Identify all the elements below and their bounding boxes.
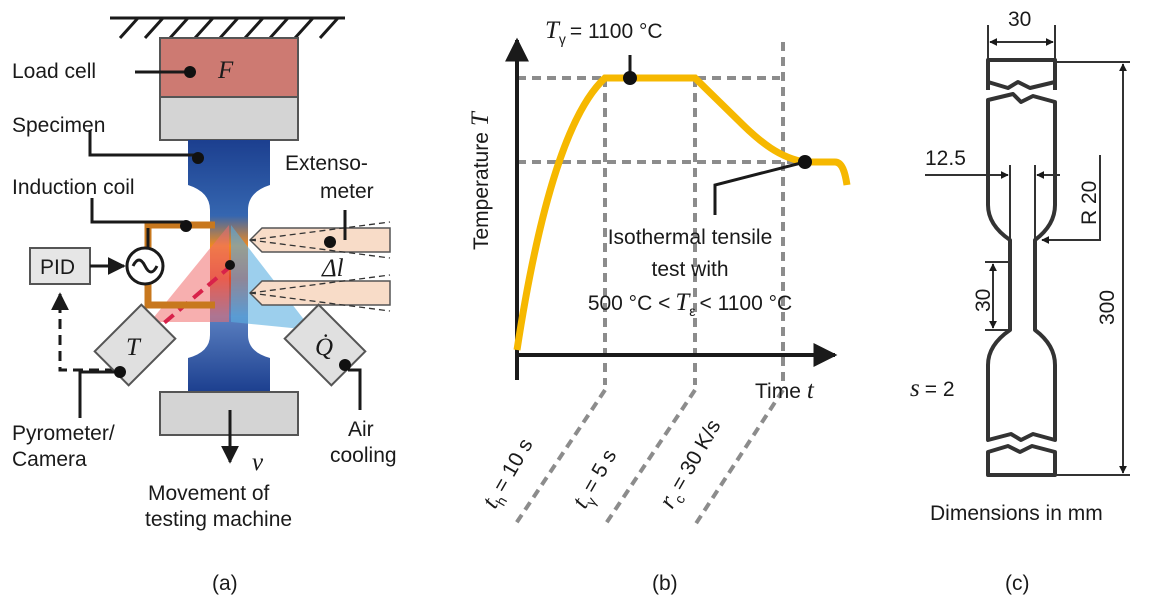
dot (180, 220, 192, 232)
label: Specimen (12, 114, 105, 137)
label: cooling (330, 444, 397, 467)
caption: (a) (212, 572, 238, 595)
text-part: = 10 s (489, 435, 538, 497)
text-part: T (467, 110, 494, 126)
caption: (b) (652, 572, 678, 595)
panel-c: 30 12.5 R 20 30 300 s= 2 Dimensions in m… (910, 8, 1130, 595)
panel-a: Load cell F Specimen Induction coil Exte… (12, 18, 397, 595)
label: Pyrometer/ (12, 422, 115, 445)
label: Extenso- (285, 152, 368, 175)
dimension: 30 (972, 289, 995, 312)
dot (339, 359, 351, 371)
text-part: = 30 K/s (667, 416, 726, 495)
text-part: ε (689, 303, 695, 319)
dot (225, 260, 235, 270)
label: Air (348, 418, 374, 441)
text-part: t (807, 377, 815, 404)
hatch (120, 18, 338, 38)
time-label: th= 10 s (477, 433, 541, 514)
extensometer (250, 228, 390, 305)
annotation: test with (651, 258, 728, 281)
symbol: F (217, 57, 234, 84)
figure: Load cell F Specimen Induction coil Exte… (0, 0, 1172, 603)
label: PID (40, 256, 75, 279)
text-part: Time (755, 380, 801, 403)
text-part: 500 °C < (588, 292, 671, 315)
text-part: Temperature (470, 132, 493, 250)
thickness: s= 2 (910, 375, 955, 402)
text-part: s (910, 375, 920, 402)
annotation: 500 °C <Tε< 1100 °C (588, 289, 792, 319)
time-label: rc= 30 K/s (654, 414, 729, 514)
time-lines (515, 390, 783, 525)
dimension: 12.5 (925, 147, 966, 170)
text-part: γ (559, 31, 566, 47)
symbol: v (252, 449, 264, 476)
symbol: Δl (321, 255, 344, 282)
symbol: Q̇ (315, 334, 333, 361)
guide-lines (517, 42, 805, 385)
time-label: tγ= 5 s (567, 444, 625, 514)
text-part: = 5 s (578, 446, 621, 497)
t-gamma-label: Tγ= 1100 °C (545, 17, 663, 47)
dimension: R 20 (1078, 181, 1101, 225)
dot (798, 155, 812, 169)
dot (324, 236, 336, 248)
caption: (c) (1005, 572, 1030, 595)
dot (114, 366, 126, 378)
label: Induction coil (12, 176, 135, 199)
specimen-outline (988, 60, 1055, 475)
text-part: = 2 (925, 378, 955, 401)
label: meter (320, 180, 374, 203)
label: testing machine (145, 508, 292, 531)
label: Movement of (148, 482, 270, 505)
dimension: 30 (1008, 8, 1031, 31)
dot (184, 66, 196, 78)
dot (623, 71, 637, 85)
label: Load cell (12, 60, 96, 83)
annotation: Isothermal tensile (608, 226, 773, 249)
y-axis-label: Temperature T (467, 110, 494, 250)
upper-grip (160, 97, 298, 140)
text-part: = 1100 °C (570, 20, 663, 43)
dimension-lines (988, 25, 1130, 475)
symbol: T (126, 334, 142, 361)
text-part: < 1100 °C (700, 292, 793, 315)
label: Camera (12, 448, 87, 471)
dot (192, 152, 204, 164)
note: Dimensions in mm (930, 502, 1103, 525)
dimension: 300 (1096, 290, 1119, 325)
